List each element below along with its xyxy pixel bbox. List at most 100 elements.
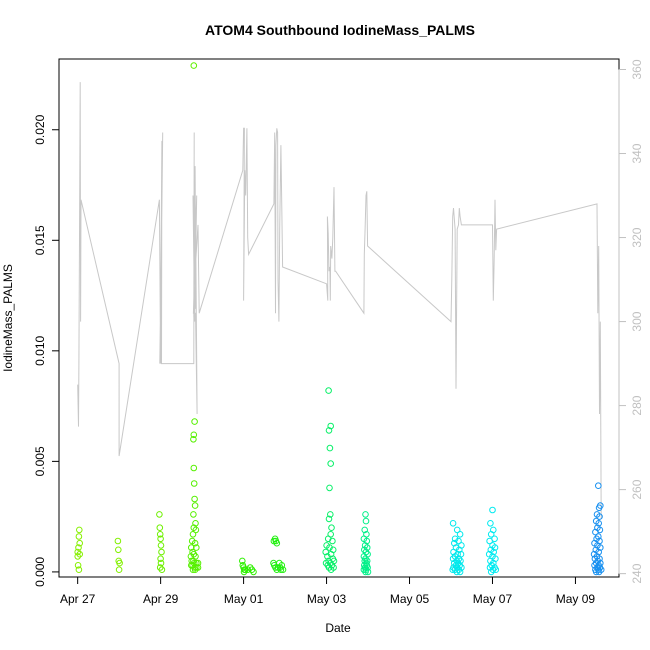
- data-point: [489, 506, 496, 514]
- data-point: [156, 531, 164, 538]
- data-point: [157, 542, 165, 549]
- data-point: [157, 559, 165, 567]
- y-tick-label: 0.000: [33, 557, 47, 587]
- data-point: [327, 460, 335, 467]
- data-point: [75, 533, 83, 540]
- data-point: [193, 544, 200, 551]
- data-point: [327, 422, 335, 430]
- data-point: [194, 564, 202, 571]
- data-point: [156, 524, 164, 532]
- data-point: [451, 539, 458, 547]
- data-point: [327, 511, 334, 518]
- points-layer: [74, 62, 605, 576]
- x-tick-label: May 03: [307, 592, 347, 606]
- plot-frame: [58, 58, 620, 578]
- data-point: [327, 566, 335, 574]
- y2-tick-label: 300: [630, 311, 644, 331]
- data-point: [456, 568, 464, 576]
- y2-tick-label: 340: [630, 143, 644, 163]
- data-point: [190, 436, 197, 443]
- data-point: [329, 537, 336, 545]
- data-point: [328, 524, 335, 532]
- data-point: [486, 537, 493, 545]
- data-point: [449, 520, 457, 527]
- data-point: [453, 526, 461, 534]
- data-point: [190, 431, 198, 439]
- data-point: [362, 568, 369, 576]
- data-point: [279, 566, 287, 574]
- y2-tick-label: 260: [630, 479, 644, 499]
- y-tick-label: 0.010: [33, 335, 47, 365]
- y2-tick-label: 240: [630, 563, 644, 583]
- data-point: [115, 566, 123, 574]
- data-point: [114, 537, 122, 545]
- data-point: [74, 553, 81, 560]
- data-point: [595, 568, 603, 576]
- data-point: [188, 544, 195, 551]
- data-point: [456, 531, 464, 538]
- data-point: [157, 555, 164, 563]
- data-point: [75, 566, 83, 574]
- data-point: [76, 550, 83, 558]
- data-point: [75, 544, 82, 551]
- data-point: [115, 546, 122, 554]
- data-point: [156, 511, 163, 518]
- data-point: [325, 515, 333, 523]
- x-tick-label: Apr 29: [143, 592, 179, 606]
- data-point: [595, 482, 602, 490]
- y2-tick-label: 280: [630, 395, 644, 415]
- data-point: [456, 546, 463, 554]
- data-point: [190, 480, 198, 487]
- data-point: [74, 548, 81, 556]
- y-tick-label: 0.015: [33, 225, 47, 255]
- data-point: [192, 526, 200, 534]
- data-point: [362, 517, 370, 525]
- x-tick-label: May 01: [224, 592, 264, 606]
- data-point: [191, 495, 198, 503]
- data-point: [325, 564, 333, 571]
- axes-layer: Apr 27 Apr 29 May 01 May 03 May 05 May 07 May …: [33, 59, 644, 606]
- data-point: [194, 559, 202, 567]
- data-point: [487, 520, 494, 527]
- y-tick-label: 0.005: [33, 446, 47, 476]
- data-point: [487, 531, 495, 538]
- data-point: [322, 548, 330, 556]
- x-tick-label: May 09: [556, 592, 596, 606]
- data-point: [189, 531, 197, 538]
- data-point: [278, 562, 286, 569]
- data-point: [250, 568, 257, 576]
- x-tick-label: Apr 27: [60, 592, 96, 606]
- x-axis-label: Date: [325, 621, 351, 635]
- data-point: [191, 502, 199, 509]
- data-point: [326, 444, 334, 452]
- data-point: [76, 539, 83, 547]
- y2-tick-label: 360: [630, 59, 644, 79]
- altitude-line-layer: [77, 82, 602, 520]
- data-point: [592, 528, 599, 536]
- data-point: [361, 526, 369, 534]
- data-point: [487, 568, 495, 576]
- data-point: [326, 484, 333, 492]
- data-point: [361, 542, 369, 549]
- data-point: [451, 535, 459, 543]
- data-point: [190, 524, 198, 532]
- data-point: [592, 568, 600, 576]
- data-point: [273, 539, 281, 547]
- data-point: [116, 559, 123, 567]
- x-tick-label: May 07: [473, 592, 513, 606]
- data-point: [74, 562, 82, 569]
- x-tick-label: May 05: [390, 592, 430, 606]
- chart-title: ATOM4 Southbound IodineMass_PALMS: [205, 22, 475, 38]
- altitude-line: [77, 82, 602, 520]
- y-tick-label: 0.020: [33, 114, 47, 144]
- data-point: [595, 520, 603, 527]
- data-point: [324, 553, 331, 560]
- y2-tick-label: 320: [630, 227, 644, 247]
- data-point: [363, 537, 371, 545]
- data-point: [158, 548, 165, 556]
- data-point: [191, 539, 199, 547]
- data-point: [191, 418, 198, 425]
- data-point: [157, 535, 164, 543]
- y-axis-label: IodineMass_PALMS: [1, 264, 15, 372]
